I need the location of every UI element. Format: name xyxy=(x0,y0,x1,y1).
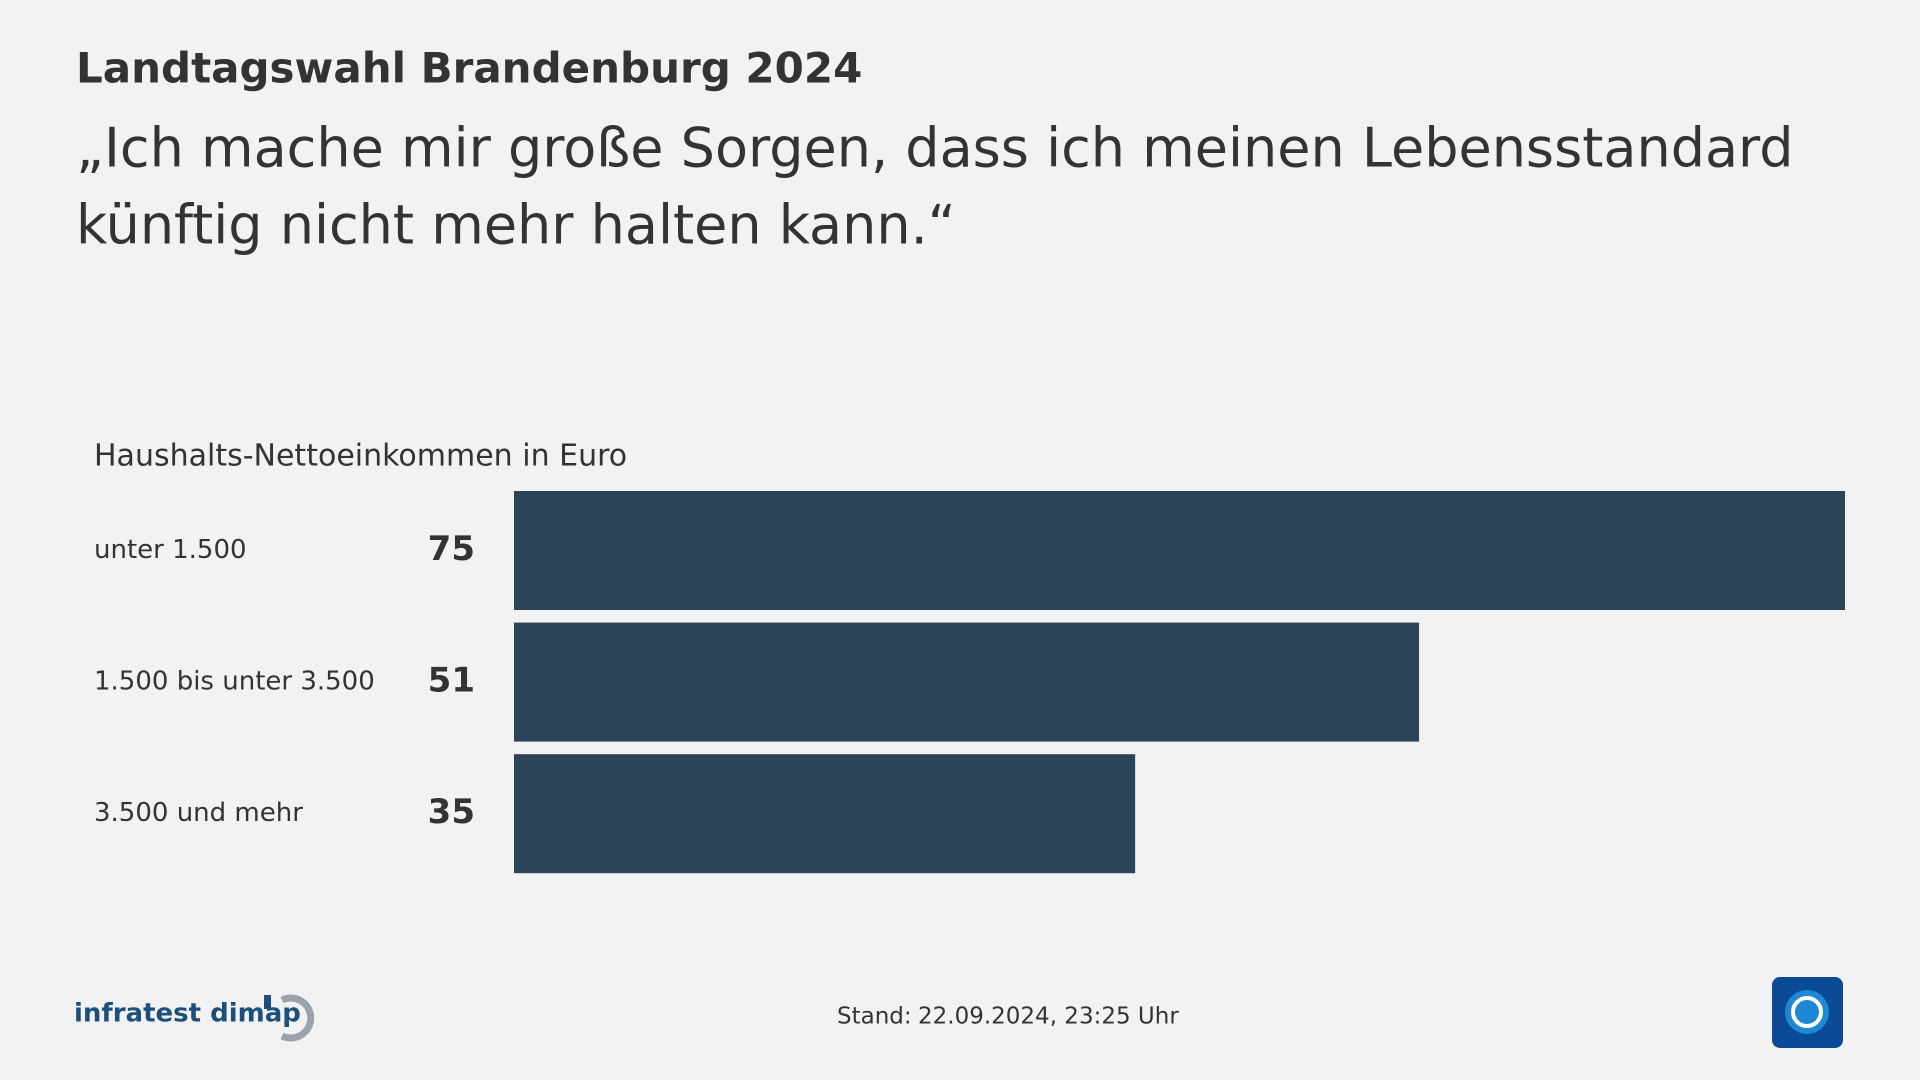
category-label: 1.500 bis unter 3.500 xyxy=(94,667,375,697)
bar xyxy=(514,491,1845,610)
stand-label: Stand: xyxy=(837,1004,912,1030)
value-label: 35 xyxy=(428,792,475,832)
axis-label: Haushalts-Nettoeinkommen in Euro xyxy=(94,439,627,474)
bar xyxy=(514,622,1420,742)
source-logo: infratest dimap xyxy=(74,999,301,1029)
icon-arc xyxy=(280,994,315,1042)
value-label: 75 xyxy=(428,529,475,569)
value-label: 51 xyxy=(428,661,475,701)
subtitle-line: „Ich mache mir große Sorgen, dass ich me… xyxy=(76,117,1794,180)
title: Landtagswahl Brandenburg 2024 xyxy=(76,44,862,93)
broadcaster-logo xyxy=(1772,977,1843,1048)
icon-bar xyxy=(264,995,271,1009)
bar xyxy=(514,754,1136,874)
category-label: unter 1.500 xyxy=(94,535,247,565)
subtitle-line: künftig nicht mehr halten kann.“ xyxy=(76,194,956,257)
bars: unter 1.500 75 1.500 bis unter 3.500 51 3.50… xyxy=(94,491,1845,874)
category-label: 3.500 und mehr xyxy=(94,798,303,828)
logo-ring xyxy=(1791,996,1823,1028)
source-icon xyxy=(264,994,315,1042)
stand-date: 22.09.2024, 23:25 Uhr xyxy=(918,1004,1179,1030)
